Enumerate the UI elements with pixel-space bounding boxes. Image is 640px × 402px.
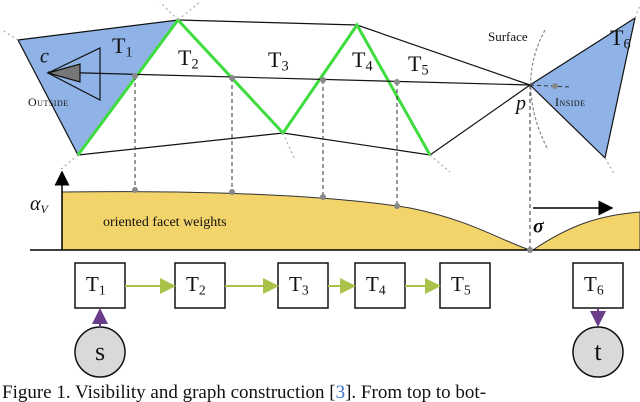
inside-label: Inside	[555, 95, 586, 109]
points	[132, 73, 558, 253]
graph-node-label: T3	[289, 272, 309, 298]
point-label: p	[514, 93, 526, 115]
surface-label: Surface	[488, 29, 528, 44]
graph-node-label: T5	[451, 272, 471, 298]
outside-label: Outside	[28, 95, 69, 109]
tetra-label: T1	[112, 33, 133, 61]
graph-node	[439, 262, 491, 309]
mesh	[1, 1, 640, 176]
sigma-label: σ	[533, 216, 545, 238]
graph-node-label: T4	[366, 272, 386, 298]
graph: T1 T2 T3 T4 T5 T6 s t	[74, 262, 624, 378]
projections	[134, 76, 571, 250]
camera-label: c	[40, 46, 49, 68]
graph-node	[354, 262, 406, 309]
sink-node-label: t	[594, 337, 602, 366]
tetra-label: T4	[352, 47, 373, 75]
source-node-label: s	[95, 337, 105, 366]
graph-node-label: T6	[584, 272, 604, 298]
caption: Figure 1. Visibility and graph construct…	[2, 382, 486, 402]
graph-node	[277, 262, 329, 309]
weights-label: oriented facet weights	[103, 215, 227, 230]
tetra-label: T6	[610, 25, 631, 53]
sink-node	[572, 326, 624, 378]
axis-label: αV	[30, 193, 50, 216]
weights-area	[30, 170, 640, 251]
tetra-label: T2	[178, 45, 199, 73]
graph-node-label: T2	[186, 272, 206, 298]
tetra-label: T5	[408, 51, 429, 79]
graph-node-label: T1	[86, 272, 106, 298]
tetra-label: T3	[268, 47, 289, 75]
